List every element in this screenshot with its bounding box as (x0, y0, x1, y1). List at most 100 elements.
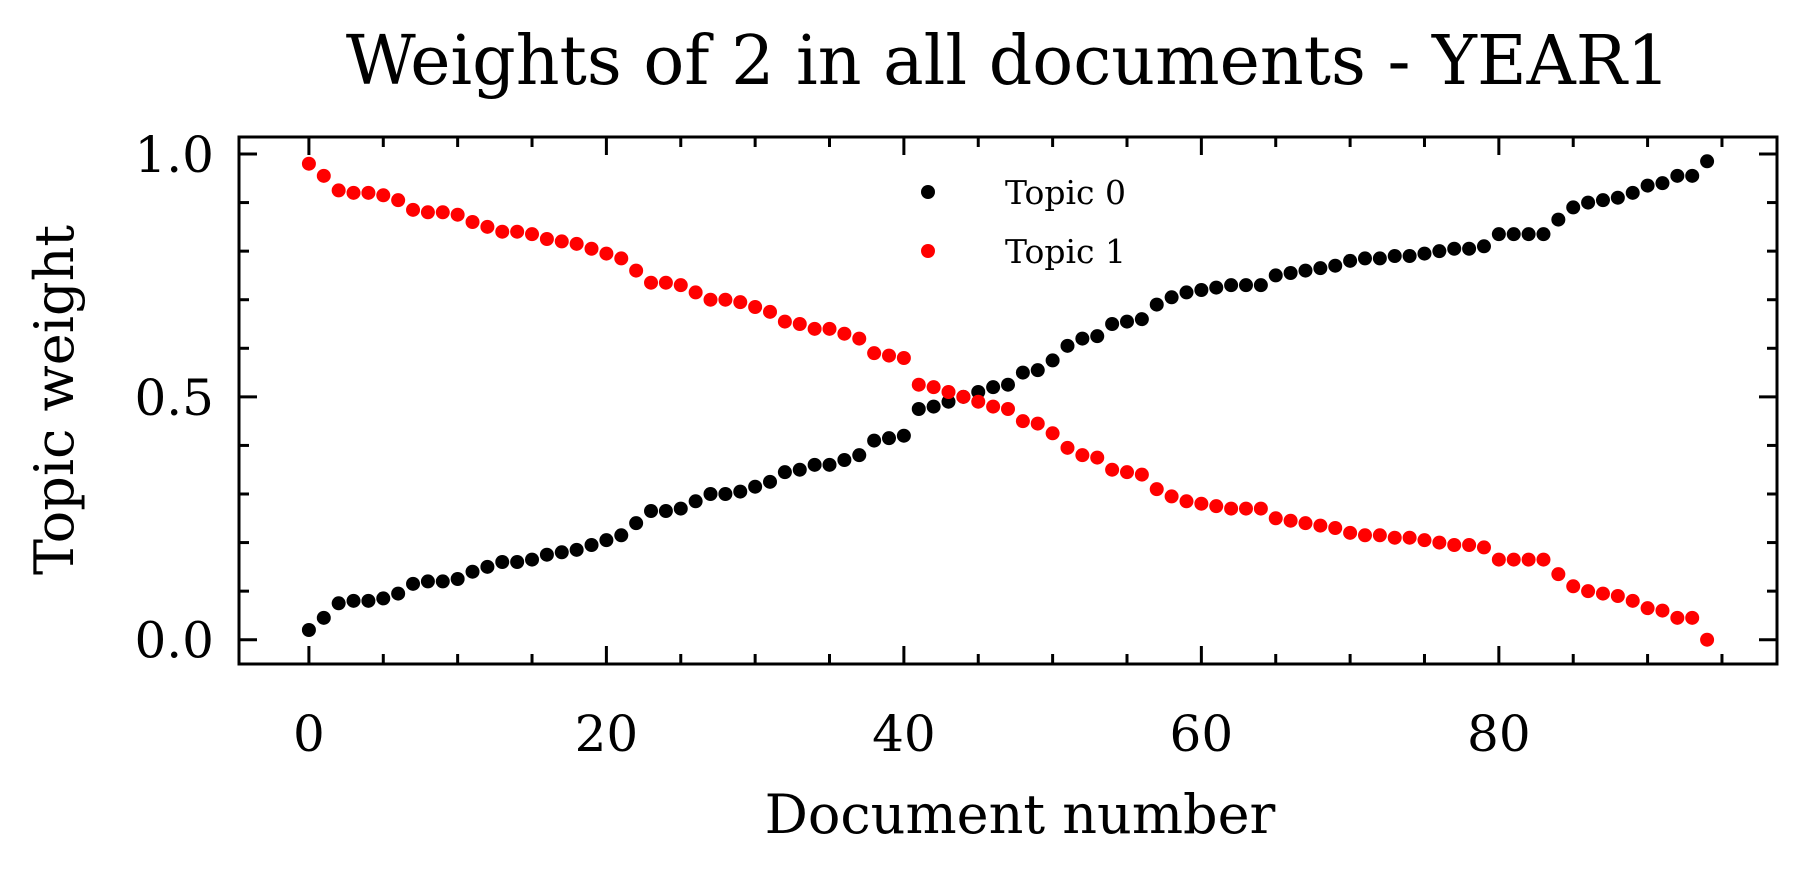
point-topic-1 (896, 351, 911, 365)
point-topic-0 (1328, 258, 1343, 273)
x-tick-label: 80 (1467, 705, 1531, 763)
point-topic-1 (599, 246, 614, 261)
point-topic-1 (584, 241, 599, 256)
point-topic-0 (822, 457, 837, 472)
point-topic-0 (1402, 249, 1417, 263)
point-topic-1 (1685, 610, 1700, 625)
point-topic-0 (406, 576, 421, 591)
point-topic-1 (1372, 528, 1387, 543)
point-topic-0 (1313, 261, 1328, 276)
point-topic-1 (554, 234, 569, 249)
point-topic-0 (480, 559, 495, 574)
point-topic-0 (331, 596, 346, 611)
point-topic-1 (1030, 416, 1045, 431)
point-topic-1 (539, 232, 554, 246)
point-topic-1 (763, 304, 778, 319)
point-topic-1 (1566, 579, 1581, 594)
point-topic-0 (510, 555, 525, 569)
point-topic-1 (1090, 450, 1105, 465)
legend-marker-topic-0 (921, 185, 935, 199)
x-tick-labels: 0 20 40 60 80 (293, 705, 1531, 763)
point-topic-0 (554, 545, 569, 560)
point-topic-0 (1655, 176, 1670, 191)
point-topic-1 (1268, 511, 1283, 526)
point-topic-1 (837, 326, 852, 341)
point-topic-0 (525, 552, 540, 567)
point-topic-1 (629, 263, 644, 278)
point-topic-1 (331, 183, 346, 198)
point-topic-0 (1268, 268, 1283, 283)
point-topic-0 (1119, 314, 1134, 329)
point-topic-0 (539, 547, 554, 562)
point-topic-0 (777, 465, 792, 480)
plot-area (237, 135, 1779, 666)
point-topic-1 (1060, 440, 1075, 455)
x-tick-label: 20 (575, 705, 639, 763)
point-topic-1 (1134, 467, 1149, 482)
point-topic-1 (1313, 518, 1328, 533)
point-topic-0 (1194, 283, 1209, 297)
point-topic-0 (1521, 227, 1536, 242)
point-topic-1 (406, 202, 421, 217)
point-topic-0 (1685, 168, 1700, 183)
point-topic-0 (1387, 249, 1402, 263)
point-topic-1 (1253, 501, 1268, 516)
point-topic-1 (644, 275, 659, 290)
point-topic-0 (763, 474, 778, 489)
point-topic-1 (1610, 589, 1625, 603)
point-topic-0 (1462, 241, 1477, 256)
point-topic-0 (882, 431, 897, 446)
point-topic-0 (1105, 317, 1120, 331)
point-topic-1 (480, 219, 495, 234)
point-topic-0 (629, 516, 644, 531)
point-topic-1 (911, 377, 926, 392)
y-tick-label: 0.0 (134, 612, 214, 670)
point-topic-1 (748, 300, 763, 314)
point-topic-0 (1224, 278, 1239, 293)
point-topic-1 (525, 227, 540, 242)
point-topic-0 (599, 533, 614, 548)
point-topic-0 (1209, 280, 1224, 295)
point-topic-0 (1432, 244, 1447, 259)
point-topic-0 (1164, 290, 1179, 305)
x-tick-label: 0 (293, 705, 325, 763)
point-topic-0 (1566, 200, 1581, 215)
point-topic-1 (1075, 448, 1090, 463)
point-topic-0 (852, 448, 867, 463)
plot-frame (237, 135, 1779, 666)
point-topic-0 (584, 538, 599, 552)
point-topic-1 (510, 224, 525, 239)
point-topic-1 (1357, 528, 1372, 543)
point-topic-0 (1595, 193, 1610, 208)
data-points (301, 154, 1715, 647)
point-topic-1 (1640, 601, 1655, 616)
point-topic-1 (1432, 535, 1447, 550)
point-topic-0 (1670, 168, 1685, 183)
point-topic-1 (1402, 530, 1417, 545)
point-topic-0 (569, 542, 584, 557)
point-topic-0 (614, 528, 629, 543)
point-topic-0 (1283, 266, 1298, 280)
point-topic-1 (376, 188, 391, 203)
point-topic-1 (1298, 516, 1313, 531)
point-topic-1 (1581, 584, 1596, 599)
point-topic-1 (1670, 610, 1685, 625)
point-topic-1 (435, 205, 450, 220)
point-topic-1 (1149, 482, 1164, 497)
y-tick-label: 1.0 (134, 126, 214, 184)
point-topic-0 (1506, 227, 1521, 242)
point-topic-1 (391, 193, 406, 208)
legend-marker-topic-1 (921, 244, 935, 258)
point-topic-1 (822, 321, 837, 336)
point-topic-1 (1224, 501, 1239, 516)
point-topic-0 (792, 462, 807, 477)
point-topic-1 (316, 168, 331, 183)
point-topic-1 (733, 295, 748, 310)
point-topic-1 (301, 156, 316, 171)
point-topic-0 (1610, 190, 1625, 205)
point-topic-0 (644, 504, 659, 518)
point-topic-0 (301, 623, 316, 637)
point-topic-1 (807, 321, 822, 336)
point-topic-1 (1462, 538, 1477, 552)
